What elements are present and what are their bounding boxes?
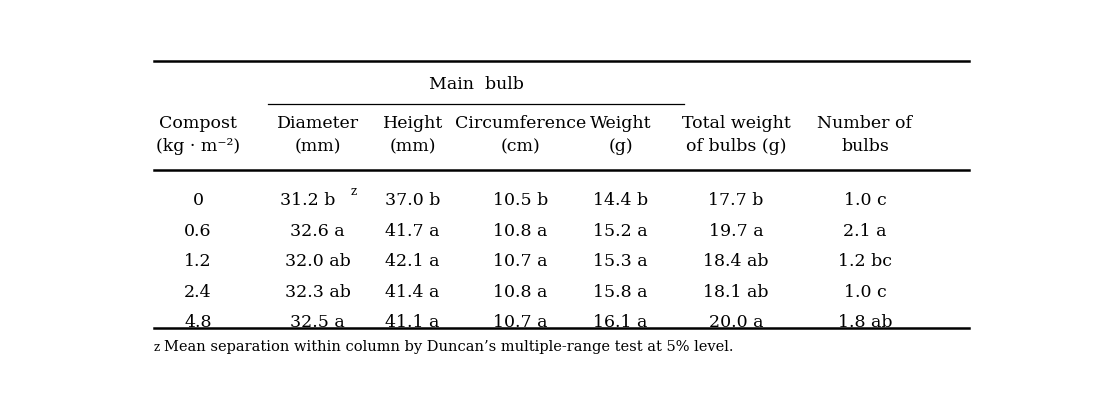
Text: (cm): (cm) — [500, 138, 540, 155]
Text: 15.8 a: 15.8 a — [593, 284, 648, 301]
Text: 17.7 b: 17.7 b — [708, 192, 763, 209]
Text: 42.1 a: 42.1 a — [385, 253, 440, 270]
Text: 1.2 bc: 1.2 bc — [838, 253, 892, 270]
Text: 16.1 a: 16.1 a — [593, 314, 648, 331]
Text: 2.4: 2.4 — [184, 284, 211, 301]
Text: Total weight: Total weight — [681, 115, 791, 132]
Text: 41.7 a: 41.7 a — [385, 223, 440, 240]
Text: Diameter: Diameter — [277, 115, 359, 132]
Text: Number of: Number of — [818, 115, 912, 132]
Text: 31.2 b: 31.2 b — [279, 192, 335, 209]
Text: 10.8 a: 10.8 a — [493, 284, 548, 301]
Text: 1.2: 1.2 — [184, 253, 211, 270]
Text: (kg · m⁻²): (kg · m⁻²) — [155, 138, 240, 155]
Text: 10.7 a: 10.7 a — [493, 314, 548, 331]
Text: 18.4 ab: 18.4 ab — [703, 253, 769, 270]
Text: Weight: Weight — [590, 115, 652, 132]
Text: 10.7 a: 10.7 a — [493, 253, 548, 270]
Text: 14.4 b: 14.4 b — [593, 192, 648, 209]
Text: (g): (g) — [609, 138, 633, 155]
Text: 0: 0 — [193, 192, 204, 209]
Text: 32.3 ab: 32.3 ab — [285, 284, 350, 301]
Text: bulbs: bulbs — [841, 138, 889, 155]
Text: Compost: Compost — [159, 115, 237, 132]
Text: 2.1 a: 2.1 a — [843, 223, 887, 240]
Text: 19.7 a: 19.7 a — [708, 223, 763, 240]
Text: 18.1 ab: 18.1 ab — [703, 284, 769, 301]
Text: 20.0 a: 20.0 a — [708, 314, 763, 331]
Text: Height: Height — [382, 115, 442, 132]
Text: 10.5 b: 10.5 b — [493, 192, 549, 209]
Text: z: z — [351, 185, 357, 198]
Text: 37.0 b: 37.0 b — [385, 192, 440, 209]
Text: 0.6: 0.6 — [184, 223, 211, 240]
Text: Circumference: Circumference — [454, 115, 586, 132]
Text: 32.6 a: 32.6 a — [290, 223, 345, 240]
Text: (mm): (mm) — [295, 138, 341, 155]
Text: 1.0 c: 1.0 c — [843, 284, 886, 301]
Text: 10.8 a: 10.8 a — [493, 223, 548, 240]
Text: 15.2 a: 15.2 a — [593, 223, 648, 240]
Text: 41.4 a: 41.4 a — [385, 284, 440, 301]
Text: 32.5 a: 32.5 a — [290, 314, 345, 331]
Text: 15.3 a: 15.3 a — [593, 253, 648, 270]
Text: 4.8: 4.8 — [184, 314, 211, 331]
Text: Mean separation within column by Duncan’s multiple-range test at 5% level.: Mean separation within column by Duncan’… — [164, 340, 734, 354]
Text: of bulbs (g): of bulbs (g) — [685, 138, 786, 155]
Text: z: z — [153, 341, 160, 354]
Text: (mm): (mm) — [390, 138, 436, 155]
Text: 41.1 a: 41.1 a — [385, 314, 440, 331]
Text: 1.8 ab: 1.8 ab — [838, 314, 892, 331]
Text: 1.0 c: 1.0 c — [843, 192, 886, 209]
Text: Main  bulb: Main bulb — [429, 76, 523, 93]
Text: 32.0 ab: 32.0 ab — [285, 253, 350, 270]
